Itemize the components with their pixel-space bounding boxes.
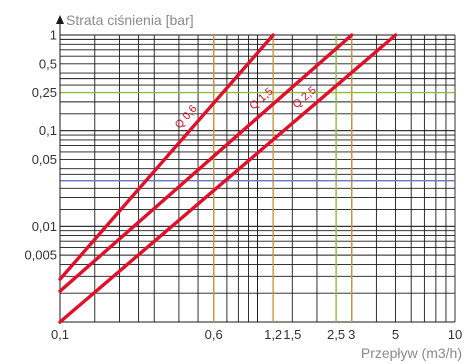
y-tick-label: 0,5 [39,56,57,71]
x-tick-label: 3 [348,327,355,342]
x-tick-label: 5 [392,327,399,342]
series-label-1: Q 0,6 [173,103,200,131]
y-tick-label: 0,05 [32,152,57,167]
y-tick-label: 1 [50,28,57,43]
series-line-1 [58,33,275,281]
x-tick-label: 1,5 [283,327,301,342]
x-tick-label: 0,6 [205,327,223,342]
x-tick-label: 2,5 [327,327,345,342]
axes [56,15,64,324]
y-axis-title: Strata ciśnienia [bar] [66,12,194,28]
series-lines [58,33,398,324]
series-line-2 [58,33,354,293]
series-label-3: Q 2,5 [290,84,318,111]
y-tick-label: 0,25 [32,85,57,100]
x-tick-label: 0,1 [51,327,69,342]
grid [59,34,456,323]
series-line-3 [58,33,398,324]
highlight-lines [60,35,455,322]
series-label-2: Q 1,5 [247,86,275,113]
labels: Q 0,6 Q 1,5 Q 2,5 1 0,5 0,25 0,1 0,05 0,01 0,005 0… [23,12,464,361]
y-tick-label: 0,005 [24,248,57,263]
x-tick-label: 10 [448,327,462,342]
x-tick-label: 1,2 [264,327,282,342]
y-tick-label: 0,1 [39,123,57,138]
x-axis-title: Przepływ (m3/h) [361,345,462,361]
y-tick-label: 0,01 [32,219,57,234]
y-axis-arrow [56,15,64,24]
